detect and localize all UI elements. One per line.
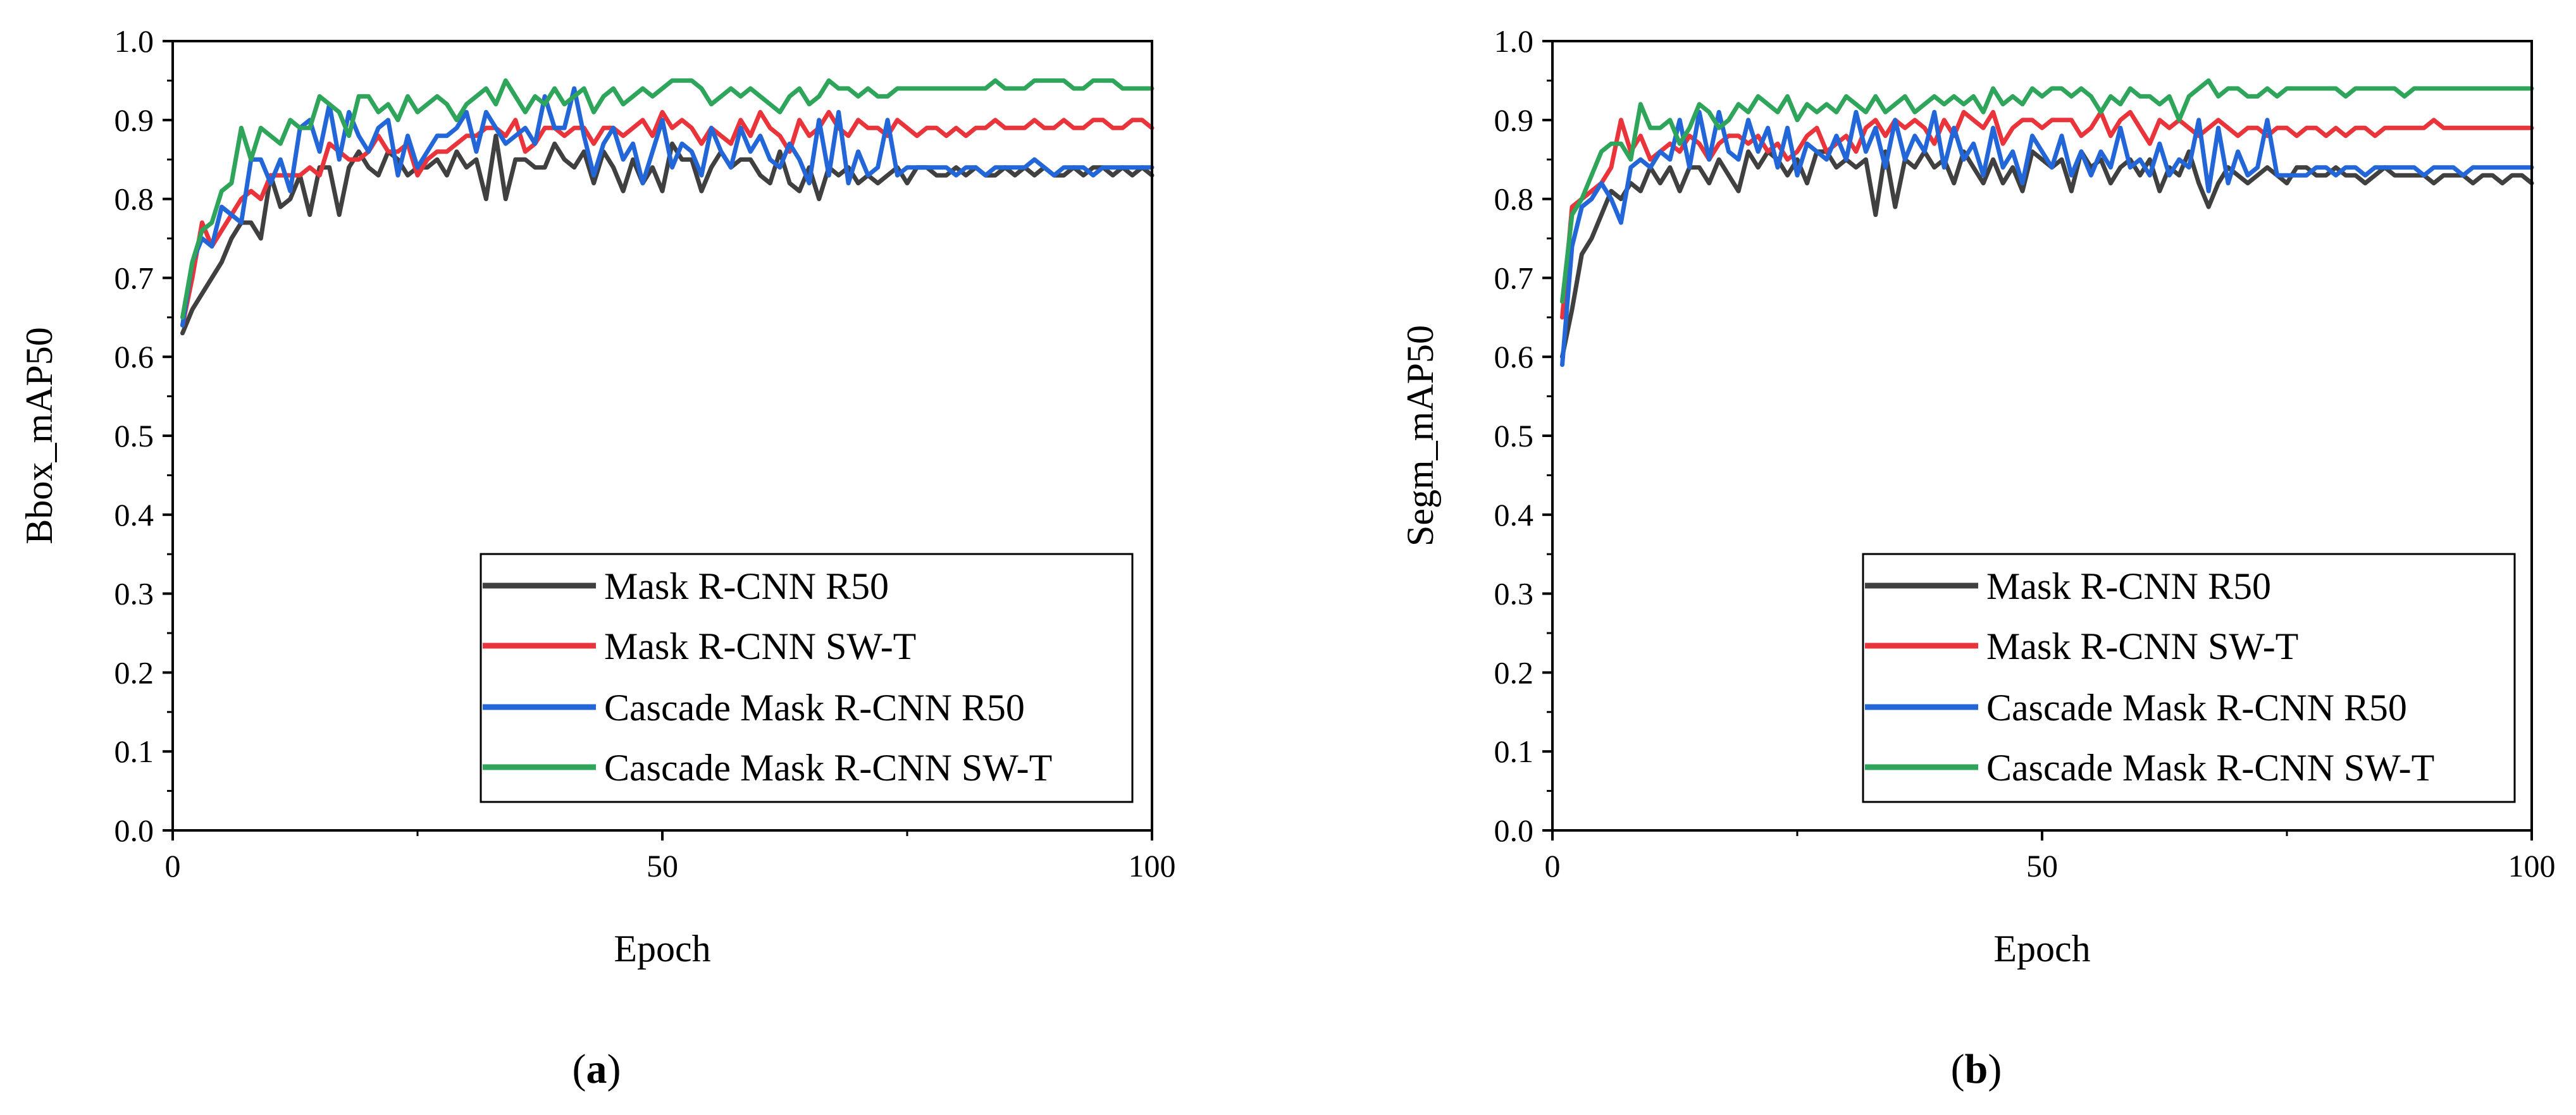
panel-a: 0.00.10.20.30.40.50.60.70.80.91.00 50 100 … — [18, 23, 1176, 1092]
panel-a-y-axis-label: Bbox_mAP50 — [18, 327, 60, 544]
panel-a-y-tick-label: 0.2 — [115, 655, 154, 690]
panel-b: 0.00.10.20.30.40.50.60.70.80.91.00 50 100 … — [1399, 23, 2556, 1092]
panel-b-caption-letter: b — [1965, 1046, 1988, 1092]
panel-b-y-tick-label: 0.2 — [1494, 655, 1534, 690]
panel-b-legend: Mask R-CNN R50 Mask R-CNN SW-T Cascade M… — [1862, 553, 2516, 803]
panel-a-y-tick-label: 1.0 — [115, 23, 154, 59]
panel-b-y-tick-label: 0.7 — [1494, 260, 1534, 295]
panel-b-y-tick-label: 0.8 — [1494, 182, 1534, 217]
panel-b-legend-label-cascade-r50: Cascade Mask R-CNN R50 — [1986, 687, 2407, 729]
panel-a-legend-label-cascade-swt: Cascade Mask R-CNN SW-T — [604, 747, 1052, 789]
panel-b-ticks: 0.0 0.1 0.2 0.3 0.4 0.5 0.6 0.7 0.8 0.9 1.0 0 50 100 — [1494, 23, 2556, 884]
panel-a-legend-box — [480, 553, 1134, 803]
panel-a-series-line-mask-swt — [180, 109, 1155, 328]
panel-a-y-tick-label: 0.7 — [115, 260, 154, 295]
panel-b-x-tick-label: 0 — [1545, 848, 1561, 884]
panel-a-y-tick-label: 0.4 — [115, 497, 154, 533]
panel-a-y-tick-label: 0.9 — [115, 102, 154, 138]
panel-b-y-tick-label: 0.5 — [1494, 418, 1534, 453]
panel-b-x-tick-label: 100 — [2508, 848, 2556, 884]
panel-a-x-tick-label: 0 — [165, 848, 181, 884]
panel-a-y-tick-label: 0.8 — [115, 182, 154, 217]
panel-a-legend: Mask R-CNN R50 Mask R-CNN SW-T Cascade M… — [480, 553, 1134, 803]
panel-a-y-tick-label: 0.3 — [115, 576, 154, 612]
panel-b-y-tick-label: 0.6 — [1494, 339, 1534, 374]
panel-b-y-tick-label: 0.1 — [1494, 734, 1534, 769]
panel-b-y-tick-label: 0.0 — [1494, 813, 1534, 848]
panel-b-caption: (b) — [1951, 1046, 2002, 1092]
panel-a-y-tick-label: 0.5 — [115, 418, 154, 453]
panel-a-legend-label-cascade-r50: Cascade Mask R-CNN R50 — [604, 687, 1025, 729]
panel-a-y-tick-label: 0.1 — [115, 734, 154, 769]
panel-b-y-tick-label: 1.0 — [1494, 23, 1534, 59]
panel-b-legend-label-cascade-swt: Cascade Mask R-CNN SW-T — [1986, 747, 2434, 789]
panel-a-y-tick-label: 0.6 — [115, 339, 154, 374]
panel-b-y-tick-label: 0.4 — [1494, 497, 1534, 533]
panel-b-legend-box — [1862, 553, 2516, 803]
panel-a-legend-label-mask-swt: Mask R-CNN SW-T — [604, 625, 916, 667]
panel-a-series-line-cascade-swt — [180, 78, 1155, 320]
panel-a-series-line-cascade-r50 — [180, 86, 1155, 328]
panel-b-legend-label-mask-swt: Mask R-CNN SW-T — [1986, 625, 2298, 667]
panel-b-series-line-mask-r50 — [1560, 149, 2534, 359]
panel-b-series-group — [1560, 78, 2534, 367]
panel-a-caption: (a) — [573, 1046, 621, 1092]
panel-a-ticks: 0.0 0.1 0.2 0.3 0.4 0.5 0.6 0.7 0.8 0.9 1.0 0 50 100 — [115, 23, 1176, 884]
panel-b-legend-label-mask-r50: Mask R-CNN R50 — [1986, 565, 2271, 607]
panel-b-y-axis-label: Segm_mAP50 — [1399, 325, 1441, 546]
panel-b-series-line-cascade-r50 — [1560, 109, 2534, 367]
panel-b-series-line-cascade-swt — [1560, 78, 2534, 304]
panel-a-series-group — [180, 78, 1155, 336]
panel-a-x-tick-label: 50 — [647, 848, 678, 884]
panel-b-y-tick-label: 0.3 — [1494, 576, 1534, 612]
panel-a-legend-label-mask-r50: Mask R-CNN R50 — [604, 565, 889, 607]
panel-a-series-line-mask-r50 — [180, 133, 1155, 336]
panel-b-y-tick-label: 0.9 — [1494, 102, 1534, 138]
panel-a-x-axis-label: Epoch — [614, 928, 710, 970]
panel-a-y-tick-label: 0.0 — [115, 813, 154, 848]
panel-a-caption-letter: a — [586, 1046, 607, 1092]
panel-b-x-tick-label: 50 — [2026, 848, 2058, 884]
panel-b-x-axis-label: Epoch — [1993, 928, 2090, 970]
panel-a-x-tick-label: 100 — [1129, 848, 1176, 884]
